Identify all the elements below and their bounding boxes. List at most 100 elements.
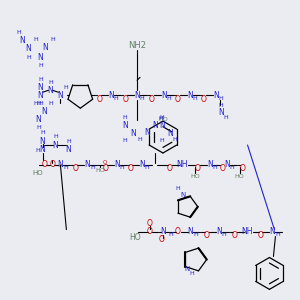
Text: N: N	[43, 43, 48, 52]
Text: N: N	[216, 227, 222, 236]
Text: O: O	[195, 164, 201, 173]
Text: HO: HO	[95, 168, 105, 173]
Text: O: O	[103, 160, 107, 165]
Text: H: H	[40, 130, 45, 135]
Text: O: O	[147, 227, 153, 236]
Text: N: N	[159, 121, 165, 130]
Text: H: H	[63, 85, 68, 90]
Text: N: N	[167, 129, 173, 138]
Text: HO: HO	[190, 174, 200, 179]
Text: N: N	[38, 83, 44, 92]
Text: H: H	[123, 137, 128, 142]
Text: H: H	[48, 80, 53, 85]
Text: H: H	[167, 96, 171, 101]
Text: H: H	[172, 136, 177, 142]
Text: H: H	[38, 77, 43, 82]
Text: H: H	[48, 101, 53, 106]
Text: O: O	[175, 227, 181, 236]
Text: N: N	[40, 136, 45, 146]
Text: N: N	[213, 91, 219, 100]
Text: N: N	[26, 44, 32, 53]
Text: N: N	[180, 192, 185, 198]
Text: N: N	[207, 160, 213, 169]
Text: H: H	[138, 136, 142, 142]
Text: H: H	[120, 165, 124, 170]
Text: H: H	[36, 124, 41, 130]
Text: HO: HO	[32, 170, 43, 176]
Text: N: N	[48, 86, 53, 95]
Text: H: H	[159, 116, 163, 121]
Text: H: H	[114, 96, 118, 101]
Text: O: O	[159, 235, 165, 244]
Text: N: N	[130, 129, 136, 138]
Text: N: N	[144, 128, 150, 136]
Text: O: O	[50, 160, 56, 169]
Text: H: H	[16, 30, 21, 35]
Text: NH: NH	[241, 227, 252, 236]
Text: N: N	[20, 36, 26, 45]
Text: N: N	[139, 160, 145, 169]
Text: HO: HO	[129, 233, 141, 242]
Text: H: H	[218, 103, 223, 108]
Text: H: H	[160, 137, 164, 142]
Text: HO: HO	[158, 117, 168, 122]
Text: H: H	[145, 165, 149, 170]
Text: H: H	[33, 37, 38, 42]
Text: N: N	[42, 107, 47, 116]
Text: N: N	[38, 53, 44, 62]
Text: N: N	[122, 121, 128, 130]
Text: H: H	[192, 96, 197, 101]
Text: O: O	[122, 95, 128, 104]
Text: H: H	[90, 165, 94, 170]
Text: O: O	[96, 95, 102, 104]
Text: H: H	[53, 134, 58, 139]
Text: O: O	[149, 95, 155, 104]
Text: O: O	[232, 231, 238, 240]
Text: O: O	[257, 231, 263, 240]
Text: O: O	[240, 164, 245, 173]
Text: N: N	[38, 91, 44, 100]
Text: H: H	[194, 232, 198, 237]
Text: N: N	[108, 91, 114, 100]
Text: O: O	[147, 219, 153, 228]
Text: H: H	[229, 165, 234, 170]
Text: N: N	[134, 91, 140, 100]
Text: O: O	[72, 164, 78, 173]
Text: H: H	[38, 63, 43, 68]
Text: NH2: NH2	[128, 41, 146, 50]
Text: H: H	[218, 96, 223, 101]
Text: H: H	[38, 101, 43, 106]
Text: H: H	[35, 148, 40, 152]
Text: N: N	[52, 140, 58, 149]
Text: N: N	[84, 160, 90, 169]
Text: H: H	[36, 101, 41, 106]
Text: H: H	[26, 55, 31, 60]
Text: H: H	[50, 37, 55, 42]
Text: NH: NH	[176, 160, 188, 169]
Text: H: H	[169, 232, 173, 237]
Text: H: H	[223, 115, 228, 120]
Text: O: O	[102, 164, 108, 173]
Text: H: H	[275, 232, 280, 237]
Text: O: O	[127, 164, 133, 173]
Text: H: H	[160, 115, 164, 120]
Text: H: H	[176, 186, 180, 191]
Text: N: N	[114, 160, 120, 169]
Text: N: N	[58, 91, 63, 100]
Text: H: H	[221, 232, 226, 237]
Text: O: O	[201, 95, 207, 104]
Text: H: H	[212, 165, 217, 170]
Text: H: H	[123, 115, 128, 120]
Text: O: O	[167, 164, 173, 173]
Text: N: N	[160, 227, 166, 236]
Text: H: H	[140, 96, 144, 101]
Text: N: N	[40, 146, 45, 154]
Text: N: N	[270, 227, 275, 236]
Text: H: H	[66, 139, 71, 143]
Text: O: O	[42, 160, 47, 169]
Text: N: N	[187, 91, 193, 100]
Text: H: H	[33, 101, 38, 106]
Text: N: N	[184, 266, 190, 272]
Text: N: N	[187, 227, 193, 236]
Text: N: N	[224, 160, 230, 169]
